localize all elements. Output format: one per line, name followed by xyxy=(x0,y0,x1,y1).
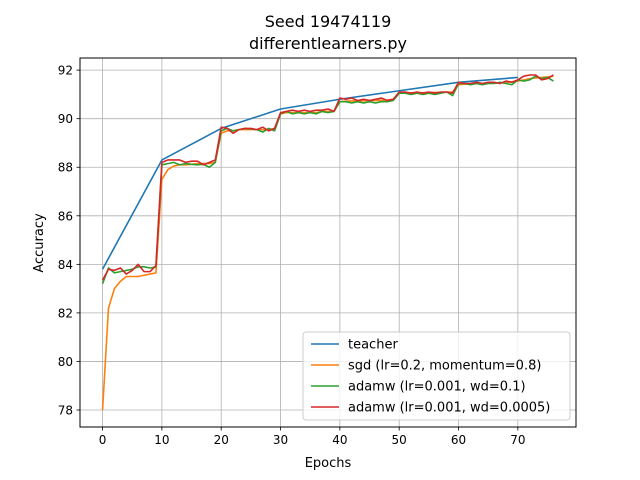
x-tick-label: 30 xyxy=(273,433,288,447)
legend-label-1: sgd (lr=0.2, momentum=0.8) xyxy=(348,359,541,374)
legend-label-3: adamw (lr=0.001, wd=0.0005) xyxy=(348,401,550,416)
x-tick-label: 50 xyxy=(392,433,407,447)
x-tick-label: 60 xyxy=(451,433,466,447)
axis-ticks: 0 10 20 30 40 50 60 70 78 80 82 84 86 88 90 92 xyxy=(58,64,526,447)
series-line-2 xyxy=(101,75,554,285)
x-axis-label: Epochs xyxy=(305,456,352,471)
x-tick-label: 20 xyxy=(214,433,229,447)
y-tick-label: 82 xyxy=(58,306,73,320)
legend-box xyxy=(302,331,571,421)
x-tick-label: 10 xyxy=(154,433,169,447)
legend: teacher sgd (lr=0.2, momentum=0.8) adamw (… xyxy=(302,331,571,421)
series-line-0 xyxy=(101,76,518,270)
axes-frame xyxy=(79,57,577,428)
plot-area xyxy=(101,74,554,411)
x-tick-label: 70 xyxy=(510,433,525,447)
y-axis-label: Accuracy xyxy=(32,213,47,273)
chart-title: Seed 19474119 xyxy=(265,12,392,31)
y-tick-label: 88 xyxy=(58,161,73,175)
series-line-3 xyxy=(101,74,554,281)
legend-label-0: teacher xyxy=(348,338,398,353)
x-tick-label: 0 xyxy=(99,433,107,447)
x-tick-label: 40 xyxy=(332,433,347,447)
y-tick-label: 92 xyxy=(58,64,73,78)
chart-subtitle: differentlearners.py xyxy=(249,34,407,53)
y-tick-label: 78 xyxy=(58,404,73,418)
y-tick-label: 84 xyxy=(58,258,73,272)
y-tick-label: 90 xyxy=(58,112,73,126)
legend-label-2: adamw (lr=0.001, wd=0.1) xyxy=(348,380,526,395)
y-tick-label: 80 xyxy=(58,355,73,369)
y-tick-label: 86 xyxy=(58,209,73,223)
